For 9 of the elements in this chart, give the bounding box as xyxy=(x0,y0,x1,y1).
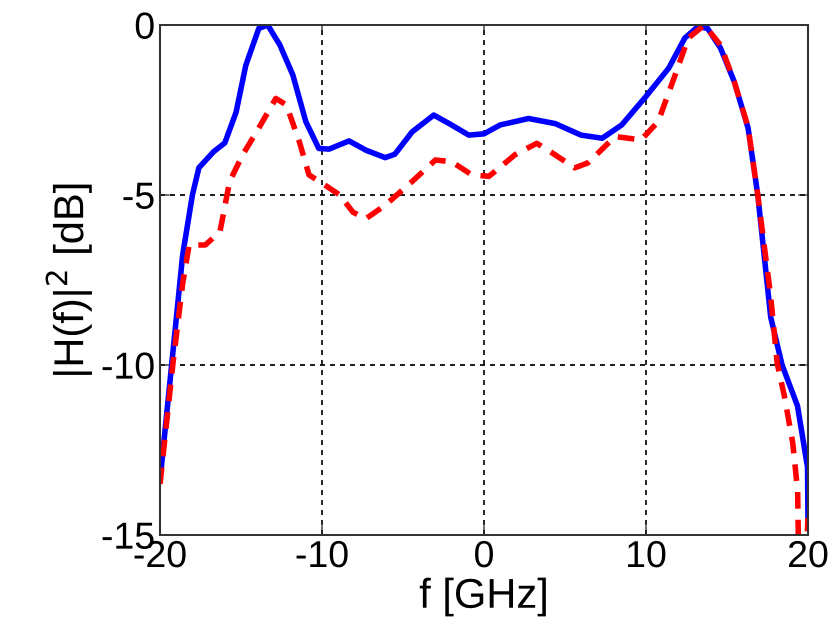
x-tick-label: 20 xyxy=(789,540,828,568)
y-tick-label: 0 xyxy=(136,12,154,39)
y-tick-label: -5 xyxy=(123,182,154,209)
x-tick-label: 0 xyxy=(475,540,493,568)
x-tick-label: 10 xyxy=(628,540,666,568)
x-tick-label: -10 xyxy=(296,540,348,568)
y-tick-label: -10 xyxy=(102,352,154,379)
y-axis-title: |H(f)|$^{2}$ [dB] xyxy=(46,184,92,375)
x-axis-title: f [GHz] xyxy=(420,578,546,616)
